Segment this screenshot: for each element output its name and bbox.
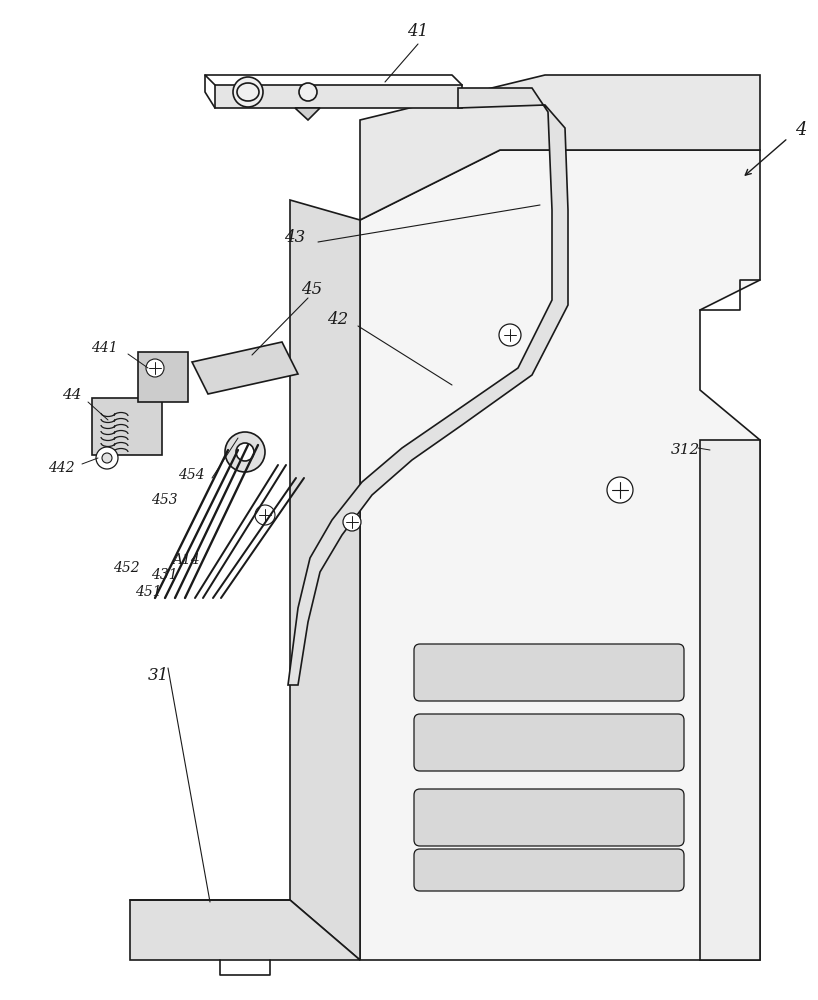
Circle shape [299, 83, 317, 101]
Polygon shape [192, 342, 298, 394]
Polygon shape [215, 85, 462, 108]
Text: 442: 442 [48, 461, 75, 475]
Circle shape [343, 513, 361, 531]
Polygon shape [92, 398, 162, 455]
Circle shape [236, 443, 254, 461]
Text: 453: 453 [151, 493, 178, 507]
Text: 43: 43 [285, 230, 306, 246]
Text: 4: 4 [795, 121, 807, 139]
Polygon shape [295, 108, 320, 120]
Text: 42: 42 [327, 312, 348, 328]
Text: 41: 41 [407, 23, 429, 40]
Text: 441: 441 [92, 341, 118, 355]
Text: 451: 451 [135, 585, 162, 599]
Polygon shape [360, 150, 760, 960]
Polygon shape [130, 900, 360, 960]
Circle shape [233, 77, 263, 107]
Polygon shape [700, 440, 760, 960]
Polygon shape [138, 352, 188, 402]
Text: 454: 454 [178, 468, 205, 482]
Text: 452: 452 [114, 561, 140, 575]
Text: 312: 312 [671, 443, 699, 457]
FancyBboxPatch shape [414, 644, 684, 701]
Text: 431: 431 [151, 568, 178, 582]
FancyBboxPatch shape [414, 714, 684, 771]
Circle shape [146, 359, 164, 377]
FancyBboxPatch shape [414, 789, 684, 846]
Circle shape [225, 432, 265, 472]
Circle shape [102, 453, 112, 463]
Circle shape [607, 477, 633, 503]
Text: 44: 44 [62, 388, 82, 402]
Circle shape [255, 505, 275, 525]
Polygon shape [290, 200, 360, 960]
Text: 45: 45 [301, 282, 322, 298]
Polygon shape [360, 75, 760, 220]
Text: A14: A14 [173, 553, 200, 567]
Polygon shape [288, 88, 568, 685]
Text: 31: 31 [147, 666, 169, 684]
Circle shape [499, 324, 521, 346]
FancyBboxPatch shape [414, 849, 684, 891]
Circle shape [96, 447, 118, 469]
